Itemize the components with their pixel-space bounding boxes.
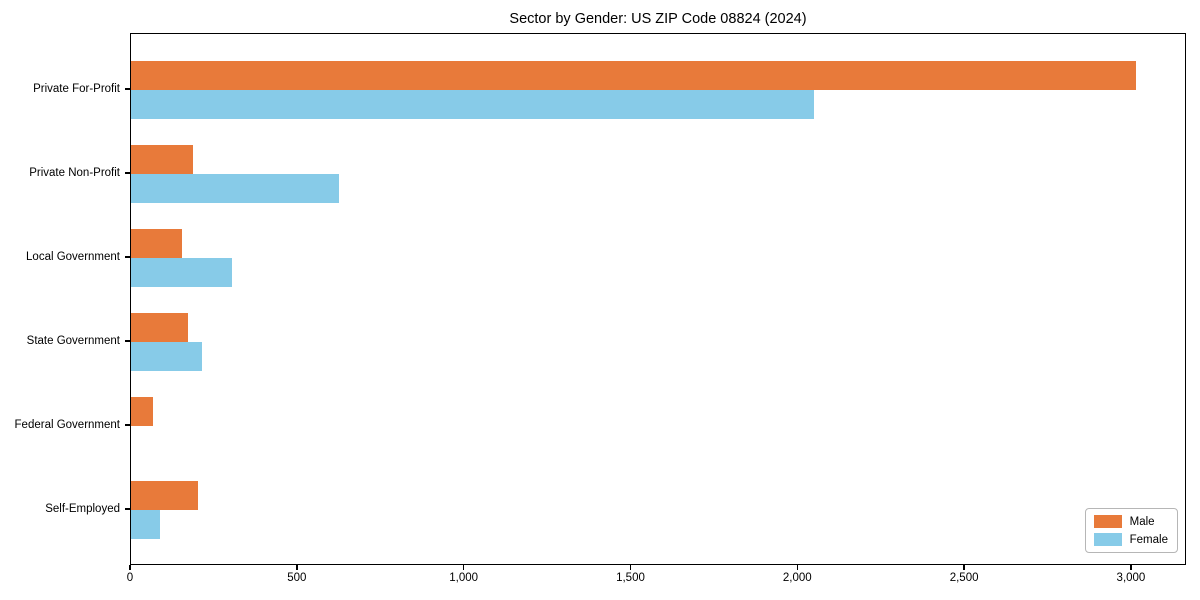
legend-item-male: Male [1093, 515, 1168, 528]
x-tick-label: 1,000 [449, 572, 479, 584]
x-tick-mark [796, 565, 799, 570]
female-swatch-icon [1093, 533, 1122, 546]
y-tick-mark [125, 172, 130, 174]
bar-male-4 [131, 397, 153, 426]
bar-male-5 [131, 481, 199, 510]
y-tick-mark [125, 88, 130, 90]
bar-female-5 [131, 510, 161, 539]
y-axis-label: Private Non-Profit [29, 167, 120, 179]
y-axis-label: Federal Government [14, 419, 120, 431]
legend-label-male: Male [1129, 515, 1155, 528]
y-tick-mark [125, 424, 130, 426]
y-axis-label: Local Government [26, 251, 120, 263]
y-axis-label: Private For-Profit [33, 83, 120, 95]
y-tick-mark [125, 256, 130, 258]
x-tick-mark [963, 565, 965, 570]
male-swatch-icon [1093, 515, 1122, 528]
legend-item-female: Female [1093, 533, 1168, 546]
legend: Male Female [1084, 508, 1178, 553]
bar-female-2 [131, 258, 233, 287]
bar-female-1 [131, 174, 340, 203]
plot-area: Male Female [130, 33, 1186, 565]
y-tick-mark [125, 508, 130, 510]
x-tick-mark [129, 565, 131, 570]
x-tick-label: 0 [126, 572, 134, 584]
x-tick-mark [1130, 565, 1132, 570]
bar-male-2 [131, 229, 182, 258]
y-axis-label: State Government [26, 335, 120, 347]
x-tick-label: 3,000 [1116, 572, 1146, 584]
x-tick-mark [462, 565, 465, 570]
bar-male-3 [131, 313, 188, 342]
x-tick-mark [629, 565, 632, 570]
bar-female-0 [131, 90, 815, 119]
x-tick-mark [296, 565, 298, 570]
chart-title: Sector by Gender: US ZIP Code 08824 (202… [509, 11, 807, 27]
y-axis-label: Self-Employed [45, 503, 120, 515]
x-tick-label: 1,500 [616, 572, 645, 584]
legend-label-female: Female [1129, 533, 1168, 546]
x-tick-label: 2,500 [949, 572, 979, 584]
x-tick-label: 2,000 [782, 572, 812, 584]
x-tick-label: 500 [287, 572, 307, 584]
bar-male-0 [131, 61, 1137, 90]
y-tick-mark [125, 340, 130, 342]
bar-male-1 [131, 145, 194, 174]
bar-female-3 [131, 342, 203, 371]
